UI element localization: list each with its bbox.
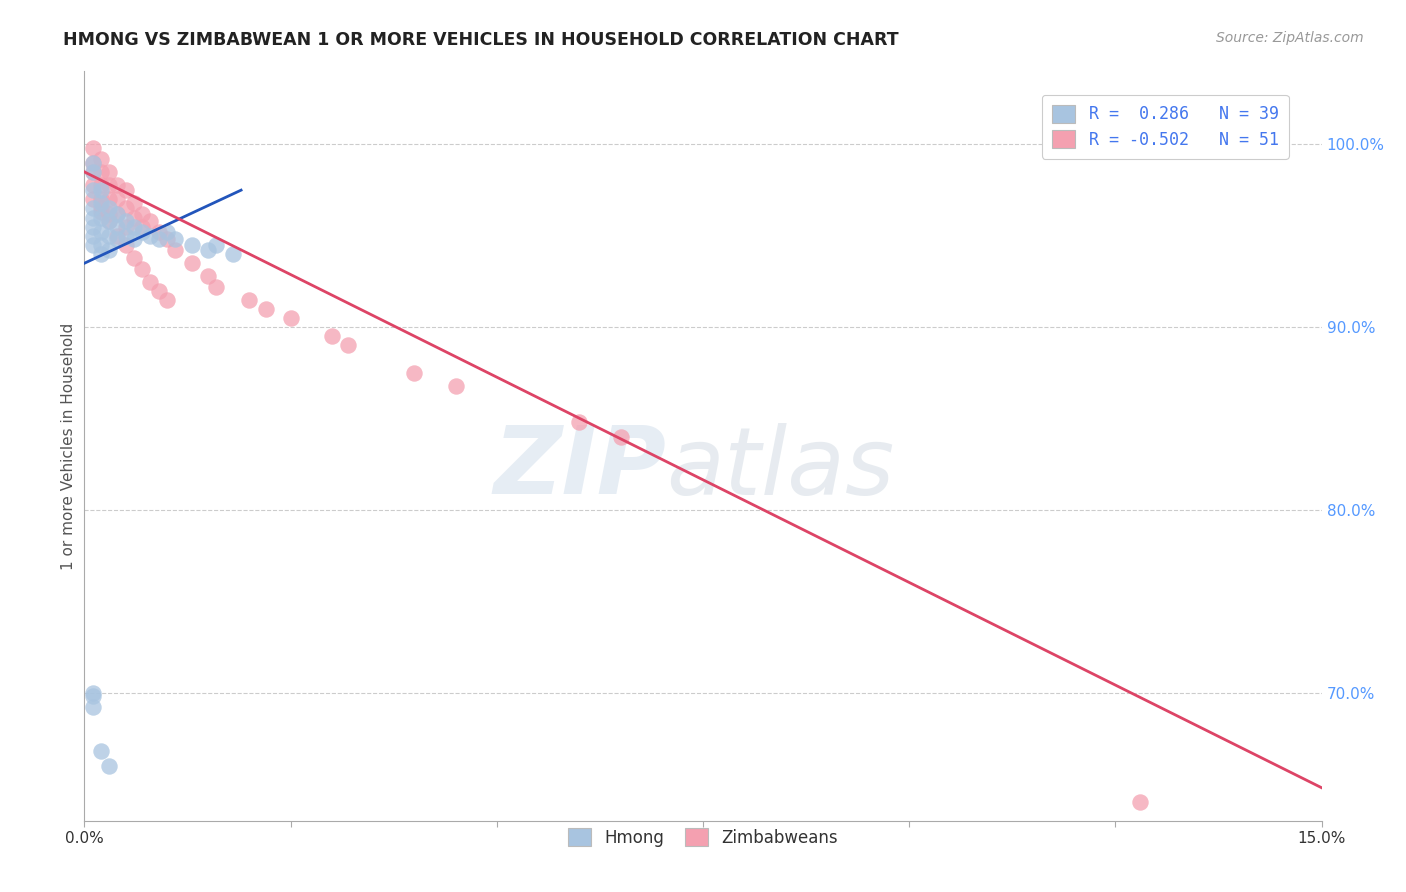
Point bbox=[156, 232, 179, 246]
Point bbox=[105, 178, 128, 192]
Text: atlas: atlas bbox=[666, 423, 894, 514]
Point bbox=[205, 280, 228, 294]
Point bbox=[82, 228, 104, 243]
Point bbox=[105, 228, 128, 243]
Point bbox=[82, 155, 104, 169]
Point bbox=[82, 178, 104, 192]
Point bbox=[205, 238, 228, 252]
Point bbox=[82, 686, 104, 700]
Point bbox=[98, 207, 121, 221]
Point bbox=[114, 228, 136, 243]
Point bbox=[98, 214, 121, 228]
Point bbox=[90, 744, 112, 758]
Point bbox=[337, 338, 360, 352]
Point bbox=[98, 192, 121, 206]
Point bbox=[122, 219, 145, 234]
Point bbox=[82, 211, 104, 225]
Point bbox=[82, 192, 104, 206]
Point bbox=[156, 293, 179, 307]
Point bbox=[222, 247, 245, 261]
Point bbox=[90, 225, 112, 239]
Point bbox=[321, 329, 343, 343]
Point bbox=[139, 214, 162, 228]
Point bbox=[148, 284, 170, 298]
Point bbox=[82, 690, 104, 704]
Point bbox=[105, 219, 128, 234]
Point bbox=[114, 183, 136, 197]
Point bbox=[98, 214, 121, 228]
Legend: Hmong, Zimbabweans: Hmong, Zimbabweans bbox=[561, 822, 845, 854]
Point bbox=[90, 211, 112, 225]
Point bbox=[98, 165, 121, 179]
Point bbox=[90, 247, 112, 261]
Point bbox=[82, 165, 104, 179]
Point bbox=[122, 211, 145, 225]
Point bbox=[114, 214, 136, 228]
Text: ZIP: ZIP bbox=[494, 423, 666, 515]
Point bbox=[609, 430, 631, 444]
Point bbox=[105, 192, 128, 206]
Point bbox=[122, 196, 145, 211]
Point bbox=[82, 219, 104, 234]
Point bbox=[197, 244, 219, 258]
Point bbox=[98, 759, 121, 773]
Point bbox=[139, 275, 162, 289]
Point bbox=[1129, 796, 1152, 810]
Point bbox=[180, 238, 202, 252]
Point bbox=[82, 700, 104, 714]
Point bbox=[98, 228, 121, 243]
Point bbox=[131, 225, 153, 239]
Point bbox=[90, 183, 112, 197]
Point bbox=[82, 155, 104, 169]
Text: HMONG VS ZIMBABWEAN 1 OR MORE VEHICLES IN HOUSEHOLD CORRELATION CHART: HMONG VS ZIMBABWEAN 1 OR MORE VEHICLES I… bbox=[63, 31, 898, 49]
Point bbox=[82, 183, 104, 197]
Point bbox=[105, 207, 128, 221]
Point bbox=[197, 268, 219, 283]
Point bbox=[139, 228, 162, 243]
Point bbox=[90, 202, 112, 216]
Point bbox=[122, 251, 145, 265]
Point bbox=[98, 178, 121, 192]
Point bbox=[82, 202, 104, 216]
Point bbox=[131, 207, 153, 221]
Point bbox=[254, 301, 277, 316]
Point bbox=[90, 192, 112, 206]
Point bbox=[82, 165, 104, 179]
Point bbox=[122, 232, 145, 246]
Point bbox=[114, 219, 136, 234]
Point bbox=[90, 152, 112, 166]
Point bbox=[98, 244, 121, 258]
Point bbox=[90, 165, 112, 179]
Point bbox=[82, 238, 104, 252]
Point bbox=[114, 238, 136, 252]
Point bbox=[90, 196, 112, 211]
Point bbox=[148, 225, 170, 239]
Point bbox=[131, 219, 153, 234]
Y-axis label: 1 or more Vehicles in Household: 1 or more Vehicles in Household bbox=[60, 322, 76, 570]
Point bbox=[165, 232, 187, 246]
Text: Source: ZipAtlas.com: Source: ZipAtlas.com bbox=[1216, 31, 1364, 45]
Point bbox=[280, 311, 302, 326]
Point bbox=[568, 415, 591, 429]
Point bbox=[444, 378, 467, 392]
Point bbox=[90, 178, 112, 192]
Point bbox=[105, 232, 128, 246]
Point bbox=[131, 261, 153, 276]
Point bbox=[82, 141, 104, 155]
Point bbox=[404, 366, 426, 380]
Point bbox=[90, 238, 112, 252]
Point bbox=[165, 244, 187, 258]
Point bbox=[180, 256, 202, 270]
Point bbox=[90, 205, 112, 219]
Point bbox=[105, 207, 128, 221]
Point bbox=[156, 225, 179, 239]
Point bbox=[148, 232, 170, 246]
Point bbox=[238, 293, 260, 307]
Point bbox=[98, 202, 121, 216]
Point bbox=[114, 202, 136, 216]
